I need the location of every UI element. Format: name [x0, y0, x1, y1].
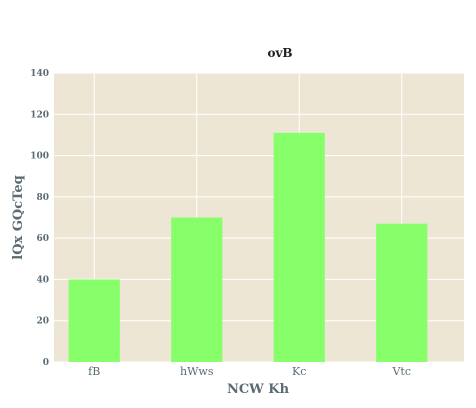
x-tick-label: Kc — [292, 365, 306, 378]
x-axis-ticks: fB hWws Kc Vtc — [88, 365, 411, 378]
y-tick-label: 20 — [36, 317, 49, 327]
x-tick-label: hWws — [180, 365, 214, 378]
y-axis-label: lQx GQcTeq — [11, 175, 26, 259]
y-tick-label: 60 — [36, 234, 49, 244]
y-tick-label: 120 — [30, 110, 49, 120]
bar-hWws — [171, 217, 223, 362]
y-tick-label: 100 — [30, 152, 49, 162]
y-tick-label: 0 — [43, 358, 49, 368]
bars — [68, 132, 428, 362]
x-tick-label: fB — [88, 365, 100, 378]
y-axis-ticks: 0 20 40 60 80 100 120 140 — [30, 69, 49, 368]
bar-Kc — [273, 132, 325, 362]
x-tick-label: Vtc — [391, 365, 411, 378]
x-axis-label: NCW Kh — [227, 382, 290, 397]
bar-fB — [68, 279, 120, 362]
bar-Vtc — [376, 223, 428, 362]
chart-title: ovB — [267, 46, 292, 60]
y-tick-label: 80 — [36, 193, 49, 203]
y-tick-label: 40 — [36, 275, 49, 285]
y-tick-label: 140 — [30, 69, 49, 79]
